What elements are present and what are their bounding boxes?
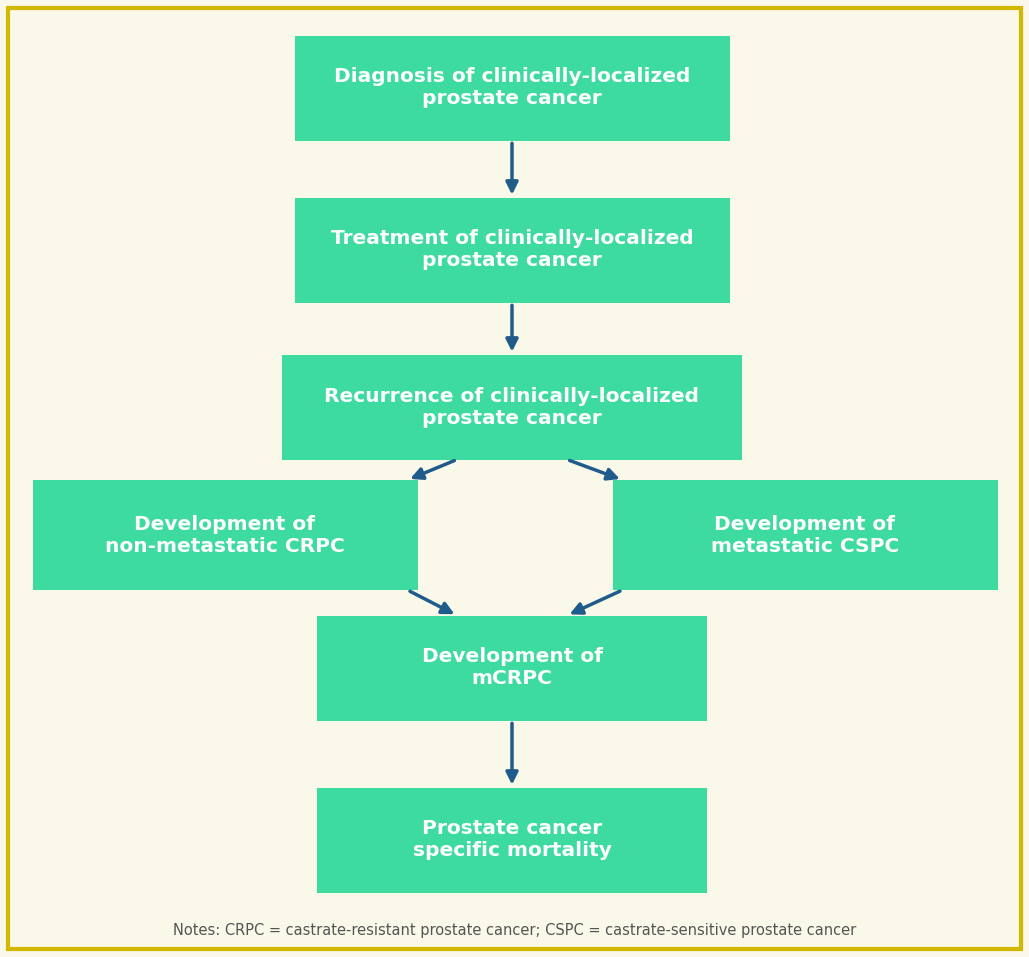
FancyBboxPatch shape: [317, 615, 707, 721]
FancyBboxPatch shape: [282, 354, 742, 459]
FancyBboxPatch shape: [294, 197, 730, 302]
Text: Development of
non-metastatic CRPC: Development of non-metastatic CRPC: [105, 515, 345, 555]
Text: Notes: CRPC = castrate-resistant prostate cancer; CSPC = castrate-sensitive pros: Notes: CRPC = castrate-resistant prostat…: [173, 923, 856, 938]
Text: Diagnosis of clinically-localized
prostate cancer: Diagnosis of clinically-localized prosta…: [333, 68, 690, 108]
Text: Development of
metastatic CSPC: Development of metastatic CSPC: [711, 515, 899, 555]
FancyBboxPatch shape: [612, 480, 997, 590]
FancyBboxPatch shape: [294, 35, 730, 141]
Text: Prostate cancer
specific mortality: Prostate cancer specific mortality: [413, 819, 611, 860]
Text: Recurrence of clinically-localized
prostate cancer: Recurrence of clinically-localized prost…: [324, 387, 700, 428]
Text: Treatment of clinically-localized
prostate cancer: Treatment of clinically-localized prosta…: [330, 230, 694, 271]
FancyBboxPatch shape: [317, 788, 707, 893]
FancyBboxPatch shape: [33, 480, 418, 590]
Text: Development of
mCRPC: Development of mCRPC: [422, 648, 603, 688]
